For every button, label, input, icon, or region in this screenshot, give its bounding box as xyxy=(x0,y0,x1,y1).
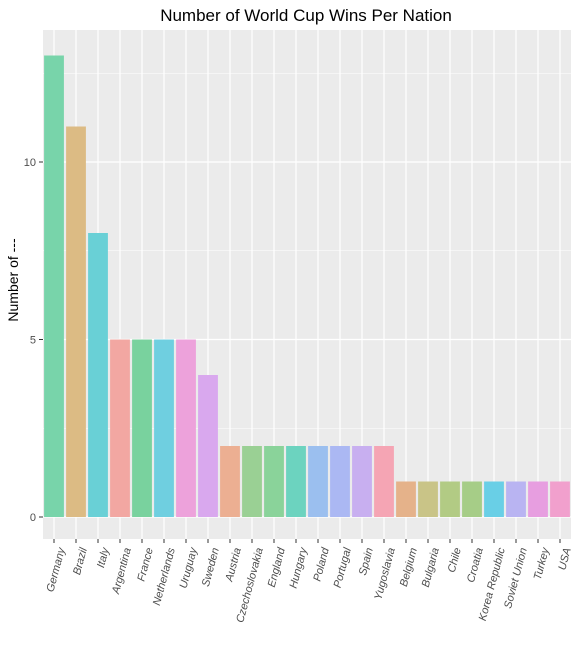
x-tick-label: USA xyxy=(556,547,573,572)
bar-austria xyxy=(220,446,240,517)
chart-title: Number of World Cup Wins Per Nation xyxy=(160,6,452,25)
bar-croatia xyxy=(462,481,482,517)
bar-turkey xyxy=(528,481,548,517)
bar-argentina xyxy=(110,339,130,517)
bar-belgium xyxy=(396,481,416,517)
x-tick-label: England xyxy=(266,546,288,589)
y-tick-label: 5 xyxy=(30,335,36,347)
y-ticks-layer: 0 5 10 xyxy=(24,157,43,524)
x-tick-label: Germany xyxy=(45,545,69,593)
x-tick-label: Spain xyxy=(357,547,376,577)
bar-netherlands xyxy=(154,339,174,517)
y-tick-label: 0 xyxy=(30,512,36,524)
x-tick-label: Hungary xyxy=(288,545,311,590)
x-tick-label: Uruguay xyxy=(178,545,201,590)
x-tick-label: Sweden xyxy=(200,547,222,589)
bar-chile xyxy=(440,481,460,517)
x-tick-label: Belgium xyxy=(398,547,420,589)
bar-korea-republic xyxy=(484,481,504,517)
x-tick-label: Portugal xyxy=(332,546,354,589)
bar-uruguay xyxy=(176,339,196,517)
x-tick-label: France xyxy=(135,547,155,583)
bar-czechoslovakia xyxy=(242,446,262,517)
x-tick-label: Brazil xyxy=(71,546,90,576)
x-tick-label: Netherlands xyxy=(151,546,178,607)
y-tick-label: 10 xyxy=(24,157,36,169)
bar-sweden xyxy=(198,375,218,517)
bars-layer xyxy=(44,55,570,517)
bar-germany xyxy=(44,55,64,517)
x-tick-label: Italy xyxy=(95,545,112,569)
x-tick-label: Yugoslavia xyxy=(372,547,397,602)
plot-panel xyxy=(43,30,571,539)
bar-poland xyxy=(308,446,328,517)
x-tick-label: Austria xyxy=(223,547,244,584)
bar-england xyxy=(264,446,284,517)
bar-france xyxy=(132,339,152,517)
bar-portugal xyxy=(330,446,350,517)
x-tick-label: Argentina xyxy=(110,547,134,597)
bar-bulgaria xyxy=(418,481,438,517)
x-tick-label: Croatia xyxy=(465,547,486,584)
bar-spain xyxy=(352,446,372,517)
bar-hungary xyxy=(286,446,306,517)
y-axis-label: Number of --- xyxy=(5,238,21,322)
x-tick-label: Bulgaria xyxy=(420,547,442,589)
x-tick-label: Soviet Union xyxy=(502,547,530,610)
x-tick-label: Turkey xyxy=(532,545,552,581)
bar-italy xyxy=(88,233,108,517)
bar-usa xyxy=(550,481,570,517)
x-tick-label: Poland xyxy=(311,546,332,583)
x-tick-label: Chile xyxy=(446,547,464,574)
bar-soviet-union xyxy=(506,481,526,517)
bar-yugoslavia xyxy=(374,446,394,517)
bar-brazil xyxy=(66,126,86,517)
